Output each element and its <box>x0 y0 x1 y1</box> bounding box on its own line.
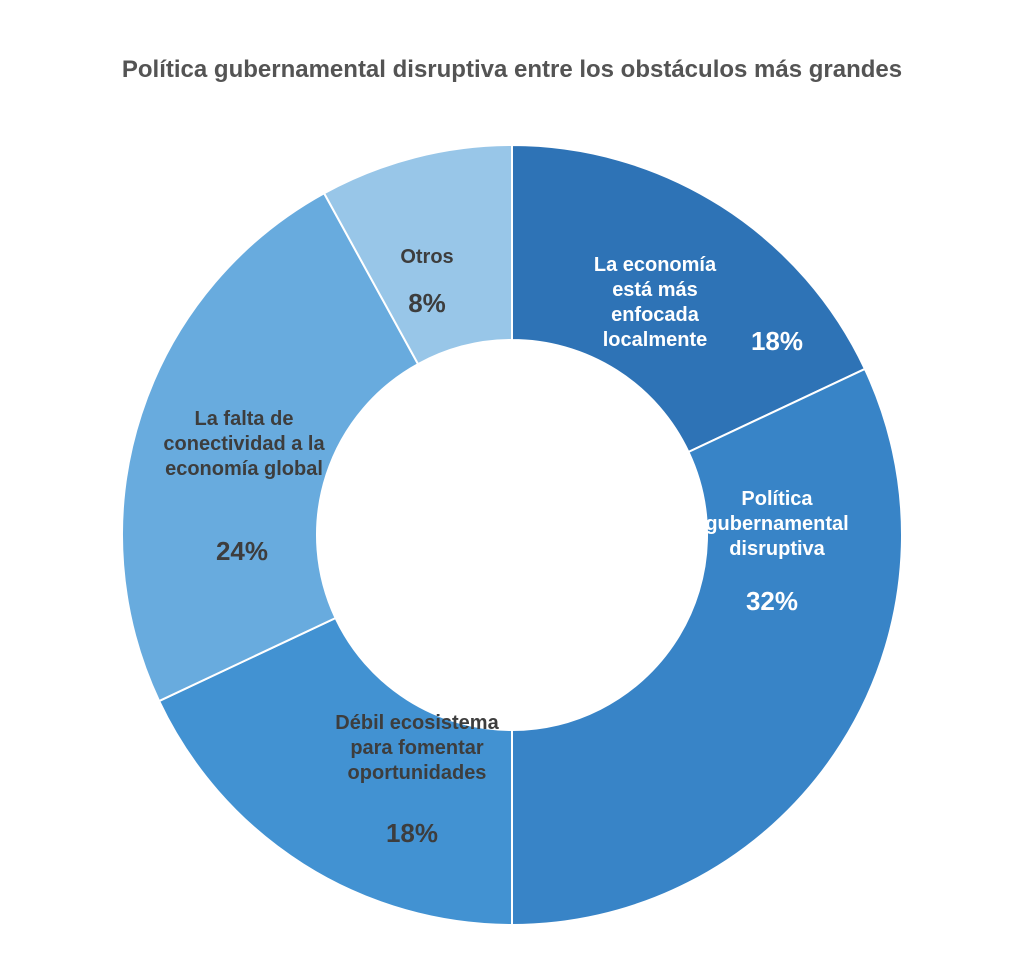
donut-chart: La economía está más enfocada localmente… <box>92 115 932 955</box>
chart-title: Política gubernamental disruptiva entre … <box>0 56 1024 84</box>
donut-slice-1 <box>512 369 902 925</box>
